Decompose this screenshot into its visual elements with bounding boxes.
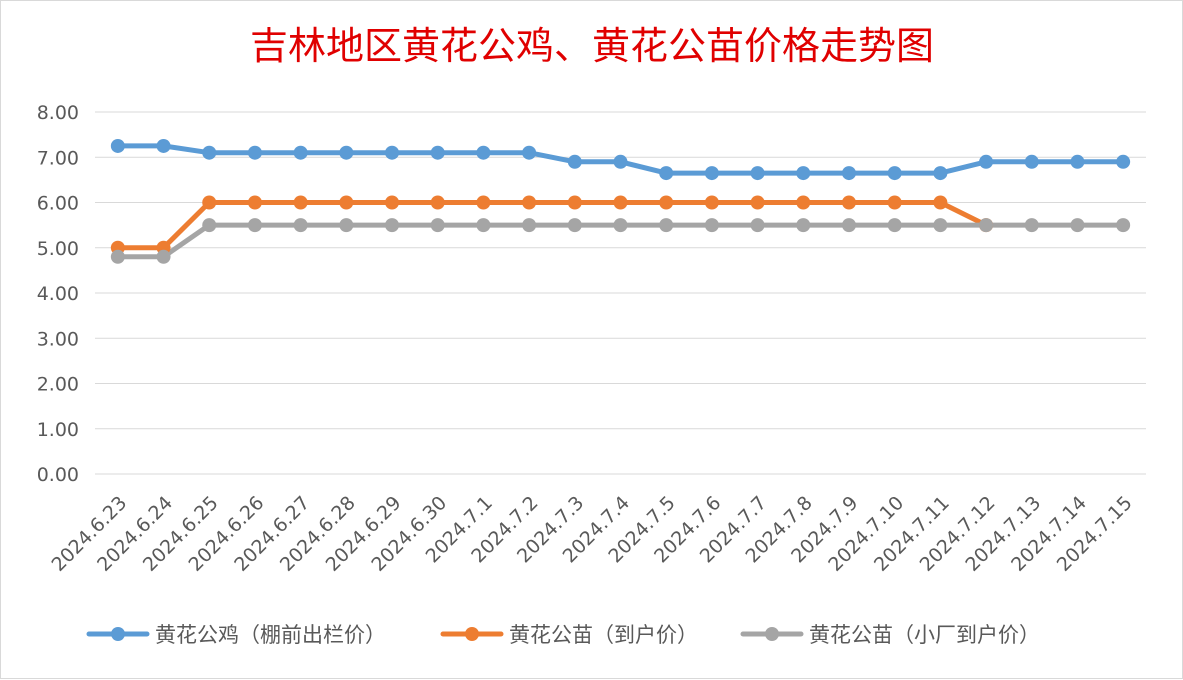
data-point xyxy=(659,218,674,233)
data-point xyxy=(247,145,262,160)
y-tick-label: 5.00 xyxy=(37,238,79,260)
data-point xyxy=(522,218,537,233)
data-point xyxy=(933,195,948,210)
data-point xyxy=(1116,218,1131,233)
data-point xyxy=(202,195,217,210)
data-point xyxy=(796,166,811,181)
data-point xyxy=(202,145,217,160)
data-point xyxy=(979,218,994,233)
data-point xyxy=(613,195,628,210)
data-point xyxy=(1024,218,1039,233)
legend: 黄花公鸡（棚前出栏价） 黄花公苗（到户价） 黄花公苗（小厂到户价） xyxy=(86,623,1040,647)
data-point xyxy=(659,195,674,210)
data-point xyxy=(430,195,445,210)
data-point xyxy=(841,166,856,181)
data-point xyxy=(156,138,171,153)
data-point xyxy=(841,195,856,210)
data-point xyxy=(247,195,262,210)
series-lines xyxy=(110,138,1131,264)
data-point xyxy=(567,195,582,210)
y-tick-label: 4.00 xyxy=(37,283,79,305)
data-point xyxy=(704,166,719,181)
data-point xyxy=(796,195,811,210)
data-point xyxy=(476,145,491,160)
data-point xyxy=(979,154,994,169)
data-point xyxy=(750,218,765,233)
data-point xyxy=(1070,218,1085,233)
data-point xyxy=(247,218,262,233)
chart-title: 吉林地区黄花公鸡、黄花公苗价格走势图 xyxy=(250,24,934,68)
data-point xyxy=(567,154,582,169)
data-point xyxy=(613,218,628,233)
data-point xyxy=(704,195,719,210)
data-point xyxy=(476,218,491,233)
y-tick-label: 2.00 xyxy=(37,374,79,396)
data-point xyxy=(476,195,491,210)
data-point xyxy=(430,218,445,233)
data-point xyxy=(293,195,308,210)
series-1-markers xyxy=(110,138,1131,181)
data-point xyxy=(887,218,902,233)
y-tick-label: 3.00 xyxy=(37,328,79,350)
data-point xyxy=(339,195,354,210)
data-point xyxy=(1024,154,1039,169)
data-point xyxy=(613,154,628,169)
data-point xyxy=(887,195,902,210)
y-tick-label: 0.00 xyxy=(37,464,79,486)
y-tick-label: 6.00 xyxy=(37,193,79,215)
data-point xyxy=(567,218,582,233)
legend-label: 黄花公苗（到户价） xyxy=(509,623,698,647)
data-point xyxy=(841,218,856,233)
series-line xyxy=(115,200,989,251)
data-point xyxy=(110,138,125,153)
data-point xyxy=(522,145,537,160)
data-point xyxy=(385,145,400,160)
data-point xyxy=(339,218,354,233)
data-point xyxy=(430,145,445,160)
y-tick-label: 8.00 xyxy=(37,102,79,124)
legend-swatch-marker xyxy=(765,627,779,641)
data-point xyxy=(339,145,354,160)
x-axis-ticks: 2024.6.232024.6.242024.6.252024.6.262024… xyxy=(47,492,1136,576)
data-point xyxy=(202,218,217,233)
data-point xyxy=(933,166,948,181)
data-point xyxy=(385,218,400,233)
data-point xyxy=(750,195,765,210)
legend-swatch-marker xyxy=(111,627,125,641)
series-2 xyxy=(115,200,989,251)
data-point xyxy=(1116,154,1131,169)
data-point xyxy=(293,145,308,160)
data-point xyxy=(156,249,171,264)
data-point xyxy=(796,218,811,233)
y-axis-ticks: 0.00 1.00 2.00 3.00 4.00 5.00 6.00 7.00 8.00 xyxy=(37,102,79,486)
y-tick-label: 7.00 xyxy=(37,147,79,169)
data-point xyxy=(704,218,719,233)
data-point xyxy=(887,166,902,181)
data-point xyxy=(750,166,765,181)
data-point xyxy=(1070,154,1085,169)
data-point xyxy=(110,249,125,264)
series-2-markers xyxy=(110,195,994,255)
legend-label: 黄花公苗（小厂到户价） xyxy=(809,623,1040,647)
legend-swatch-marker xyxy=(465,627,479,641)
data-point xyxy=(522,195,537,210)
y-tick-label: 1.00 xyxy=(37,419,79,441)
data-point xyxy=(385,195,400,210)
data-point xyxy=(659,166,674,181)
data-point xyxy=(933,218,948,233)
legend-label: 黄花公鸡（棚前出栏价） xyxy=(155,623,386,647)
series-3-markers xyxy=(110,218,1131,264)
data-point xyxy=(293,218,308,233)
